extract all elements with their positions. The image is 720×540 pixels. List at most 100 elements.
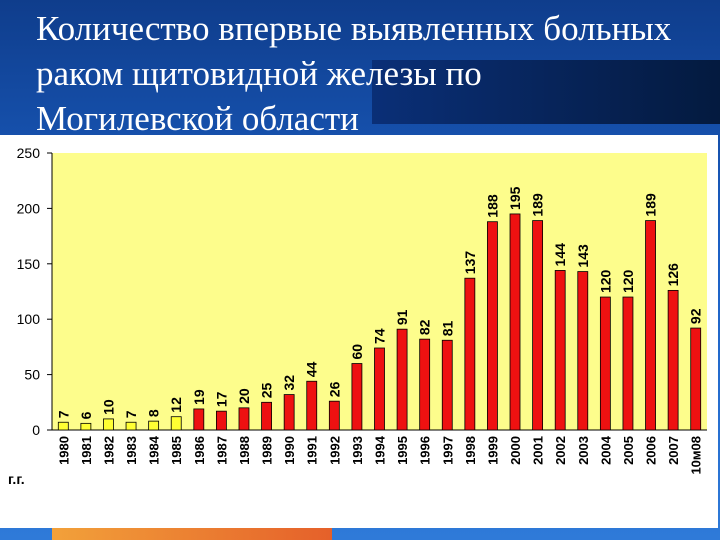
x-tick-label: 2002	[553, 436, 568, 465]
bar	[419, 338, 431, 431]
bar-value-label: 81	[439, 320, 455, 336]
bar	[509, 213, 521, 431]
y-tick-label: 0	[32, 422, 40, 438]
bar-value-label: 195	[507, 186, 523, 210]
x-tick-label: 2001	[531, 436, 546, 465]
bar	[170, 416, 182, 431]
bar	[328, 400, 340, 431]
x-tick-label: 1995	[395, 436, 410, 465]
bar-value-label: 82	[417, 319, 433, 335]
bar-value-label: 6	[78, 411, 94, 419]
bar	[306, 380, 318, 431]
bar	[261, 401, 272, 431]
x-tick-label-group: 1980 1981 1982 1983 1984 1985 1986 1987 1988 1989…	[56, 435, 703, 474]
bar-value-label: 19	[191, 389, 207, 405]
bar-value-label: 32	[281, 375, 297, 391]
bar	[667, 289, 679, 431]
x-tick-label: 1987	[214, 436, 229, 465]
x-tick-label: 1986	[192, 436, 207, 465]
chart-frame: 0 50 100 150 200 250 7 6 10 7 8 12 19 17 20 25 32 44 26 60…	[0, 135, 718, 528]
bar	[57, 421, 69, 431]
x-tick-label: 2000	[508, 436, 523, 465]
bar	[80, 422, 92, 431]
bar-value-label: 10	[100, 399, 116, 415]
bar-group	[57, 213, 702, 431]
title-band	[372, 60, 720, 124]
bar-value-label: 120	[620, 269, 636, 293]
bar	[103, 418, 114, 431]
x-tick-label: 1991	[305, 436, 320, 465]
bar	[238, 407, 250, 431]
x-tick-label: 1980	[56, 436, 71, 465]
x-tick-label: 10м08	[689, 436, 704, 475]
bar-value-label: 74	[372, 328, 388, 344]
bar	[577, 271, 589, 431]
bar	[645, 220, 656, 431]
bar-value-label: 120	[597, 269, 613, 293]
x-tick-label: 1999	[485, 436, 500, 465]
x-tick-label: 2005	[621, 436, 636, 465]
bar-value-label: 12	[168, 397, 184, 413]
bar-value-label: 7	[123, 410, 139, 418]
x-tick-label: 2003	[576, 436, 591, 465]
bottom-accent-bar	[52, 528, 332, 540]
bar-value-label: 137	[462, 251, 478, 275]
y-tick-label: 150	[17, 256, 41, 272]
bar-value-label: 143	[575, 244, 591, 268]
y-tick-label: 200	[17, 200, 41, 216]
bar-value-label: 60	[349, 344, 365, 360]
x-tick-label: 2006	[644, 436, 659, 465]
x-tick-label: 1985	[169, 436, 184, 465]
y-tick-label: 100	[17, 311, 41, 327]
x-tick-label: 1998	[463, 436, 478, 465]
x-tick-label: 1997	[440, 436, 455, 465]
bar-value-label: 8	[146, 409, 162, 417]
y-tick-group: 0 50 100 150 200 250	[17, 145, 52, 438]
slide-title: Количество впервые выявленных больных ра…	[36, 9, 672, 138]
bar	[148, 420, 160, 431]
bar	[532, 220, 544, 431]
bar	[441, 339, 453, 431]
bar	[374, 347, 385, 431]
bar-value-label: 7	[55, 410, 71, 418]
bar	[283, 394, 295, 431]
x-tick-label: 2004	[598, 435, 613, 465]
bar-value-label: 189	[643, 193, 659, 217]
bar-value-label: 17	[213, 391, 229, 407]
x-axis-title: г.г.	[8, 471, 25, 487]
x-tick-label: 1984	[147, 435, 162, 465]
bar-value-label: 92	[688, 308, 704, 324]
bar-value-label: 20	[236, 388, 252, 404]
x-tick-label: 1992	[327, 436, 342, 465]
x-tick-label: 1990	[282, 436, 297, 465]
bar-value-label: 189	[530, 193, 546, 217]
x-tick-label: 1994	[373, 435, 388, 465]
bar-value-label: 44	[304, 361, 320, 377]
x-tick-label: 1983	[124, 436, 139, 465]
x-tick-label: 1982	[101, 436, 116, 465]
bar	[622, 296, 634, 431]
y-tick-label: 250	[17, 145, 41, 161]
x-tick-label: 1989	[260, 436, 275, 465]
bar	[351, 363, 363, 431]
bar	[554, 270, 566, 431]
bar	[464, 277, 476, 431]
x-tick-label: 1996	[418, 436, 433, 465]
bar	[690, 327, 702, 431]
bar	[599, 296, 611, 431]
x-tick-label: 1993	[350, 436, 365, 465]
x-tick-label: 1988	[237, 436, 252, 465]
x-tick-label: 1981	[79, 436, 94, 465]
bar-value-label: 126	[665, 263, 681, 287]
x-tick-label: 2007	[666, 436, 681, 465]
bar	[487, 221, 498, 431]
bar-value-label: 188	[484, 194, 500, 218]
bar-value-label: 26	[326, 381, 342, 397]
bar	[193, 408, 205, 431]
y-tick-label: 50	[24, 367, 40, 383]
bar-value-label: 91	[394, 309, 410, 325]
bar-value-label: 144	[552, 243, 568, 267]
bar-value-label: 25	[259, 383, 275, 399]
